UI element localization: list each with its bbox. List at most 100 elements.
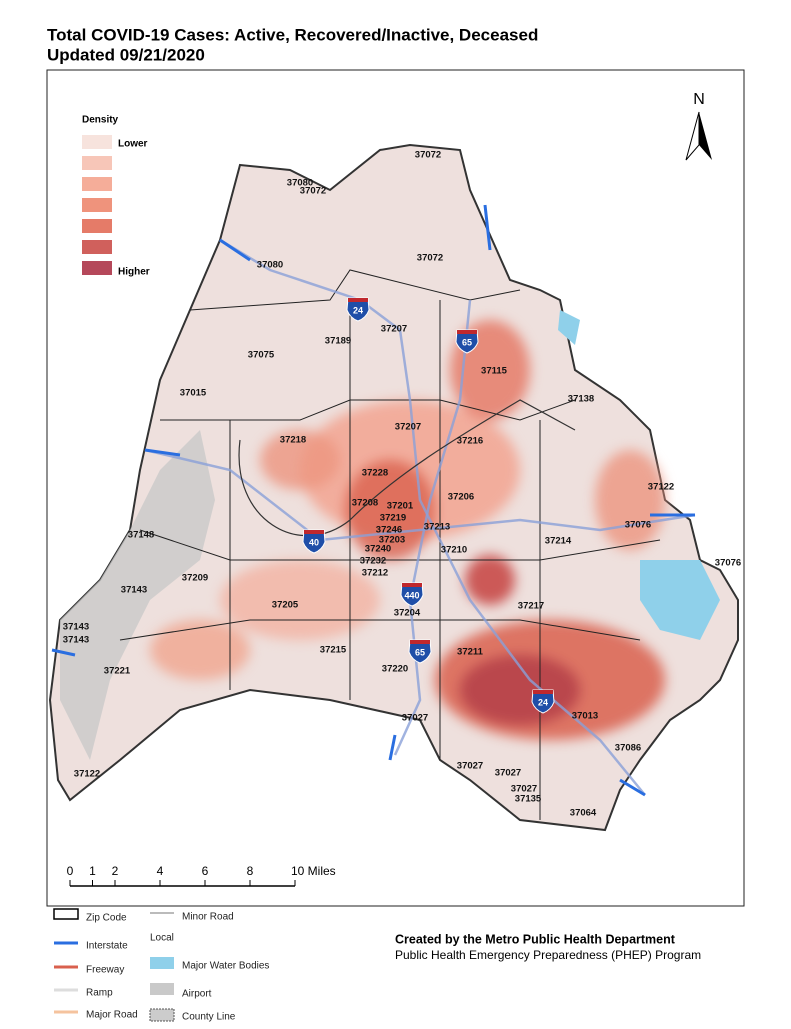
density bbox=[150, 320, 665, 740]
zip-label: 37075 bbox=[248, 350, 275, 361]
density-legend: Density Lower Higher bbox=[82, 115, 150, 278]
zip-label: 37076 bbox=[625, 520, 651, 531]
shield-top bbox=[348, 298, 368, 302]
zip-label: 37217 bbox=[518, 601, 544, 612]
shield bbox=[400, 582, 424, 607]
zip-label: 37207 bbox=[395, 422, 421, 433]
zip-label: 37215 bbox=[320, 645, 347, 656]
scale-label: 6 bbox=[202, 864, 209, 878]
zip-label: 37207 bbox=[381, 324, 407, 335]
scale-label: 8 bbox=[247, 864, 254, 878]
shield-top bbox=[533, 690, 553, 694]
zip-label: 37213 bbox=[424, 522, 450, 533]
zip-label: 37216 bbox=[457, 436, 483, 447]
zip-label: 37080 bbox=[257, 260, 283, 271]
zip-label: 37203 bbox=[379, 535, 405, 546]
density-high: Higher bbox=[118, 267, 150, 278]
zip-label: 37208 bbox=[352, 498, 378, 509]
zip-label: 37138 bbox=[568, 394, 594, 405]
title: Total COVID-19 Cases: Active, Recovered/… bbox=[47, 25, 538, 44]
shield-top bbox=[402, 583, 422, 587]
scale-label: 2 bbox=[112, 864, 119, 878]
zip-label: 37064 bbox=[570, 808, 597, 819]
zip-label: 37246 bbox=[376, 525, 402, 536]
roads bbox=[51, 204, 696, 797]
shield-top bbox=[304, 530, 324, 534]
zip-label: 37204 bbox=[394, 608, 421, 619]
zip-label: 37122 bbox=[74, 769, 100, 780]
zip-label: 37115 bbox=[481, 366, 508, 377]
shield bbox=[302, 529, 326, 554]
zip-label: 37080 bbox=[287, 178, 313, 189]
zip-label: 37232 bbox=[360, 556, 386, 567]
zip-label: 37210 bbox=[441, 545, 467, 556]
map-legend: Zip Code Interstate Freeway Ramp Major R… bbox=[53, 908, 269, 1023]
scale-label: 1 bbox=[89, 864, 96, 878]
zip-label: 37201 bbox=[387, 501, 414, 512]
zip-label: 37211 bbox=[457, 647, 484, 658]
water-body bbox=[640, 560, 720, 640]
zip-label: 37220 bbox=[382, 664, 408, 675]
credit-line1: Created by the Metro Public Health Depar… bbox=[395, 932, 676, 946]
legend-zip: Zip Code bbox=[86, 913, 127, 924]
zip-label: 37086 bbox=[615, 743, 641, 754]
zip-label: 37143 bbox=[121, 585, 147, 596]
shield bbox=[346, 297, 370, 322]
shield bbox=[531, 689, 555, 714]
zip-label: 37148 bbox=[128, 530, 154, 541]
legend-ramp: Ramp bbox=[86, 988, 113, 999]
zip-label: 37219 bbox=[380, 513, 406, 524]
legend-major-road: Major Road bbox=[86, 1010, 138, 1021]
scale-bar: 0 1 2 4 6 8 10 Miles bbox=[67, 864, 336, 887]
zip-label: 37214 bbox=[545, 536, 572, 547]
zip-label: 37135 bbox=[515, 794, 542, 805]
zip-label: 37027 bbox=[402, 713, 428, 724]
zip-boundaries bbox=[119, 269, 661, 820]
shield-label: 65 bbox=[462, 337, 472, 347]
legend-county-line: County Line bbox=[182, 1012, 236, 1023]
zip-label: 37228 bbox=[362, 468, 388, 479]
zip-labels: 3707237080370723708037072371893720737075… bbox=[63, 150, 741, 819]
zip-label: 37212 bbox=[362, 568, 388, 579]
density-title: Density bbox=[82, 115, 119, 126]
zip-label: 37027 bbox=[457, 761, 483, 772]
zip-label: 37072 bbox=[300, 186, 326, 197]
credit-line2: Public Health Emergency Preparedness (PH… bbox=[395, 948, 701, 962]
legend-local: Local bbox=[150, 933, 174, 944]
scale-label: 10 Miles bbox=[291, 864, 336, 878]
zip-label: 37143 bbox=[63, 635, 89, 646]
water-body bbox=[558, 310, 580, 345]
shield-top bbox=[457, 330, 477, 334]
zip-label: 37013 bbox=[572, 711, 598, 722]
shield bbox=[455, 329, 479, 354]
zip-label: 37205 bbox=[272, 600, 299, 611]
subtitle: Updated 09/21/2020 bbox=[47, 45, 205, 64]
zip-label: 37072 bbox=[417, 253, 443, 264]
zip-label: 37218 bbox=[280, 435, 306, 446]
shield-label: 440 bbox=[404, 590, 419, 600]
shield-top bbox=[410, 640, 430, 644]
shield-label: 40 bbox=[309, 537, 319, 547]
zip-label: 37221 bbox=[104, 666, 131, 677]
legend-water: Major Water Bodies bbox=[182, 961, 269, 972]
zip-label: 37206 bbox=[448, 492, 474, 503]
legend-interstate: Interstate bbox=[86, 941, 128, 952]
density-low: Lower bbox=[118, 139, 148, 150]
zip-label: 37240 bbox=[365, 544, 391, 555]
shield-label: 65 bbox=[415, 647, 425, 657]
scale-label: 0 bbox=[67, 864, 74, 878]
zip-label: 37189 bbox=[325, 336, 351, 347]
zip-label: 37027 bbox=[495, 768, 521, 779]
scale-label: 4 bbox=[157, 864, 164, 878]
zip-label: 37027 bbox=[511, 784, 537, 795]
north-label: N bbox=[693, 91, 705, 108]
zip-label: 37076 bbox=[715, 558, 741, 569]
legend-airport: Airport bbox=[182, 989, 212, 1000]
shield bbox=[408, 639, 432, 664]
shield-label: 24 bbox=[538, 697, 548, 707]
zip-label: 37143 bbox=[63, 622, 89, 633]
zip-label: 37015 bbox=[180, 388, 207, 399]
legend-freeway: Freeway bbox=[86, 965, 124, 976]
zip-label: 37072 bbox=[415, 150, 441, 161]
